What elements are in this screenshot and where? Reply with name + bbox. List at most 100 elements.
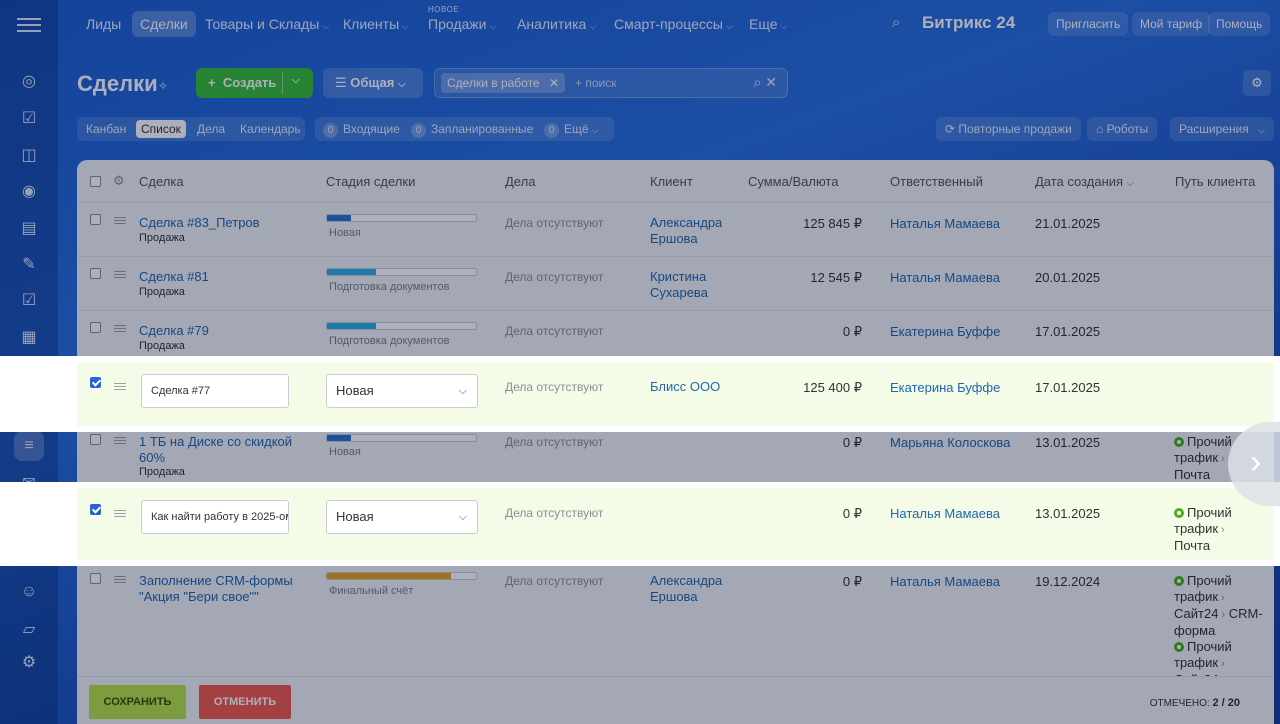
nav-more[interactable]: Еще ⌵	[749, 16, 788, 32]
column-deal[interactable]: Сделка	[139, 174, 184, 189]
page-settings-button[interactable]: ⚙	[1243, 70, 1271, 96]
stage-progress[interactable]	[326, 434, 477, 442]
column-sum[interactable]: Сумма/Валюта	[748, 174, 839, 189]
robots-button[interactable]: ⌂ Роботы	[1087, 117, 1158, 141]
stage-progress[interactable]	[326, 322, 477, 330]
save-button[interactable]: СОХРАНИТЬ	[89, 685, 186, 719]
deal-link[interactable]: Заполнение CRM-формы "Акция "Бери свое""	[139, 573, 293, 604]
table-row-editing[interactable]: Как найти работу в 2025-ом Новая ⌵ Дела о…	[77, 488, 1274, 560]
deal-link[interactable]: Сделка #83_Петров	[139, 215, 260, 230]
row-checkbox[interactable]	[90, 434, 101, 445]
search-icon[interactable]: ⌕	[753, 74, 762, 90]
chat-icon[interactable]: ◫	[21, 147, 37, 164]
owner-link[interactable]: Наталья Мамаева	[890, 216, 1000, 231]
pin-icon[interactable]: ✧	[158, 79, 169, 93]
table-row[interactable]: Сделка #83_Петров Продажа Новая Дела отс…	[77, 203, 1274, 257]
crm-funnel-icon[interactable]: ≡	[14, 431, 44, 461]
stage-select[interactable]: Новая ⌵	[326, 374, 478, 408]
drag-handle-icon[interactable]	[114, 215, 126, 226]
chevron-down-icon[interactable]: ⌵	[292, 75, 300, 86]
drag-handle-icon[interactable]	[114, 574, 126, 585]
cancel-button[interactable]: ОТМЕНИТЬ	[199, 685, 291, 719]
tab-calendar[interactable]: Календарь	[240, 122, 301, 136]
counter-more[interactable]: 0 Ещё ⌵	[544, 120, 599, 139]
clear-icon[interactable]: ✕	[765, 74, 777, 90]
table-row[interactable]: 1 ТБ на Диске со скидкой 60% Продажа Нов…	[77, 432, 1274, 482]
drag-handle-icon[interactable]	[114, 381, 126, 392]
search-bar[interactable]: Сделки в работе ✕ + поиск ⌕ ✕	[434, 68, 788, 98]
table-row[interactable]: Заполнение CRM-формы "Акция "Бери свое""…	[77, 570, 1274, 690]
owner-link[interactable]: Марьяна Колоскова	[890, 435, 1011, 450]
client-link[interactable]: Александра Ершова	[650, 215, 723, 246]
counter-incoming[interactable]: 0 Входящие	[323, 120, 400, 138]
row-checkbox[interactable]	[90, 322, 101, 333]
extensions-button[interactable]: Расширения ⌵	[1170, 117, 1274, 141]
help-button[interactable]: Помощь	[1208, 12, 1271, 36]
tab-activities[interactable]: Дела	[197, 122, 226, 136]
row-checkbox[interactable]	[90, 573, 101, 584]
column-owner[interactable]: Ответственный	[890, 174, 983, 189]
tab-list[interactable]: Список	[136, 120, 186, 138]
nav-smart-processes[interactable]: Смарт-процессы ⌵	[614, 16, 733, 32]
tasks-icon[interactable]: ☑	[21, 110, 37, 127]
client-link[interactable]: Александра Ершова	[650, 573, 723, 604]
row-checkbox[interactable]	[90, 377, 101, 388]
tab-kanban[interactable]: Канбан	[86, 122, 127, 136]
table-row[interactable]: Сделка #81 Продажа Подготовка документов…	[77, 257, 1274, 311]
drive-icon[interactable]: ▱	[22, 621, 36, 638]
client-link[interactable]: Кристина Сухарева	[650, 269, 708, 300]
column-activities[interactable]: Дела	[505, 174, 536, 189]
calendar-icon[interactable]: ▦	[21, 329, 37, 346]
row-checkbox[interactable]	[90, 504, 101, 515]
nav-clients[interactable]: Клиенты ⌵	[343, 16, 409, 32]
stage-select[interactable]: Новая ⌵	[326, 500, 478, 534]
filter-chip[interactable]: Сделки в работе ✕	[441, 73, 566, 93]
filter-preset-button[interactable]: ☰ Общая ⌵	[323, 68, 423, 98]
menu-icon[interactable]	[17, 14, 41, 34]
sign-icon[interactable]: ✎	[22, 256, 36, 273]
owner-link[interactable]: Наталья Мамаева	[890, 506, 1000, 521]
drag-handle-icon[interactable]	[114, 435, 126, 446]
owner-link[interactable]: Наталья Мамаева	[890, 270, 1000, 285]
drag-handle-icon[interactable]	[114, 508, 126, 519]
deal-name-input[interactable]: Сделка #77	[141, 374, 289, 408]
deal-link[interactable]: 1 ТБ на Диске со скидкой 60%	[139, 434, 293, 465]
column-created[interactable]: Дата создания ⌵	[1035, 174, 1134, 189]
owner-link[interactable]: Екатерина Буффе	[890, 324, 1001, 339]
stage-progress[interactable]	[326, 572, 477, 580]
deal-link[interactable]: Сделка #81	[139, 269, 209, 284]
deal-name-input[interactable]: Как найти работу в 2025-ом	[141, 500, 289, 534]
column-client[interactable]: Клиент	[650, 174, 693, 189]
checklist-icon[interactable]: ☑	[21, 292, 37, 309]
counter-planned[interactable]: 0 Запланированные	[411, 120, 533, 138]
column-stage[interactable]: Стадия сделки	[326, 174, 416, 189]
nav-sales[interactable]: Продажи ⌵	[428, 16, 497, 32]
row-checkbox[interactable]	[90, 214, 101, 225]
column-client-path[interactable]: Путь клиента	[1175, 174, 1256, 189]
nav-deals[interactable]: Сделки	[132, 11, 196, 37]
table-row-editing[interactable]: Сделка #77 Новая ⌵ Дела отсутствуют Блисс…	[77, 362, 1274, 426]
video-icon[interactable]: ◉	[22, 183, 36, 200]
users-icon[interactable]: ☺	[20, 583, 38, 600]
owner-link[interactable]: Наталья Мамаева	[890, 574, 1000, 589]
search-icon[interactable]: ⌕	[892, 14, 901, 31]
grid-settings-icon[interactable]: ⚙	[113, 173, 125, 188]
repeat-sales-button[interactable]: ⟳ Повторные продажи	[936, 117, 1081, 141]
invite-button[interactable]: Пригласить	[1048, 12, 1129, 36]
nav-analytics[interactable]: Аналитика ⌵	[517, 16, 597, 32]
settings-gear-icon[interactable]: ⚙	[21, 654, 37, 671]
client-link[interactable]: Блисс ООО	[650, 379, 721, 394]
owner-link[interactable]: Екатерина Буффе	[890, 380, 1001, 395]
search-input[interactable]: + поиск	[575, 76, 617, 90]
stage-progress[interactable]	[326, 214, 477, 222]
create-button[interactable]: + Создать ⌵	[196, 68, 313, 98]
tariff-button[interactable]: Мой тариф	[1132, 12, 1211, 36]
stage-progress[interactable]	[326, 268, 477, 276]
feed-icon[interactable]: ◎	[22, 73, 36, 90]
drag-handle-icon[interactable]	[114, 269, 126, 280]
nav-products[interactable]: Товары и Склады ⌵	[205, 16, 330, 32]
close-icon[interactable]: ✕	[548, 76, 560, 90]
select-all-checkbox[interactable]	[90, 176, 101, 187]
table-row[interactable]: Сделка #79 Продажа Подготовка документов…	[77, 311, 1274, 357]
deal-link[interactable]: Сделка #79	[139, 323, 209, 338]
